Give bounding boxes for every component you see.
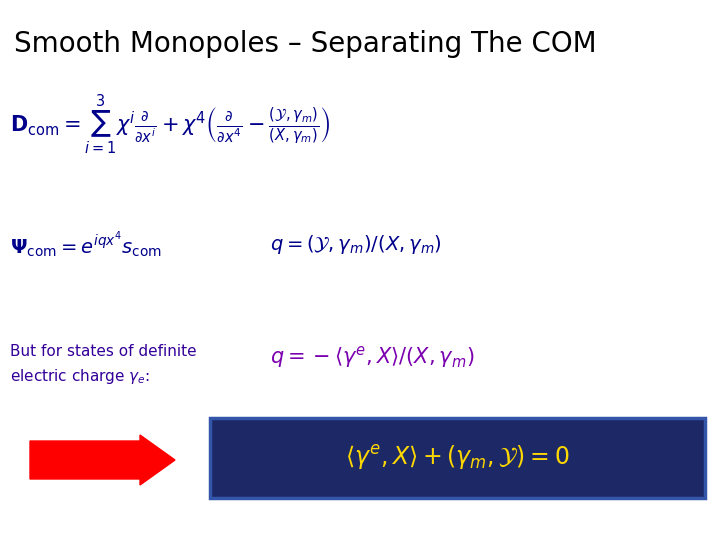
Text: $\langle \gamma^e, X \rangle + (\gamma_m, \mathcal{Y}) = 0$: $\langle \gamma^e, X \rangle + (\gamma_m… — [346, 443, 570, 472]
FancyBboxPatch shape — [210, 418, 705, 498]
Text: $\mathbf{D}_{\mathrm{com}} = \sum_{i=1}^{3} \chi^i \frac{\partial}{\partial x^i}: $\mathbf{D}_{\mathrm{com}} = \sum_{i=1}^… — [10, 93, 330, 157]
Text: $q = -\langle \gamma^e, X \rangle / (X, \gamma_m)$: $q = -\langle \gamma^e, X \rangle / (X, … — [270, 344, 474, 370]
Text: $\mathbf{\Psi}_{\mathrm{com}} = e^{iqx^4} s_{\mathrm{com}}$: $\mathbf{\Psi}_{\mathrm{com}} = e^{iqx^4… — [10, 230, 162, 260]
FancyArrow shape — [30, 435, 175, 485]
Text: Smooth Monopoles – Separating The COM: Smooth Monopoles – Separating The COM — [14, 30, 597, 58]
Text: But for states of definite
electric charge $\mathit{\gamma}_e$:: But for states of definite electric char… — [10, 344, 197, 387]
Text: $q = (\mathcal{Y}, \gamma_m)/(X, \gamma_m)$: $q = (\mathcal{Y}, \gamma_m)/(X, \gamma_… — [270, 233, 442, 256]
